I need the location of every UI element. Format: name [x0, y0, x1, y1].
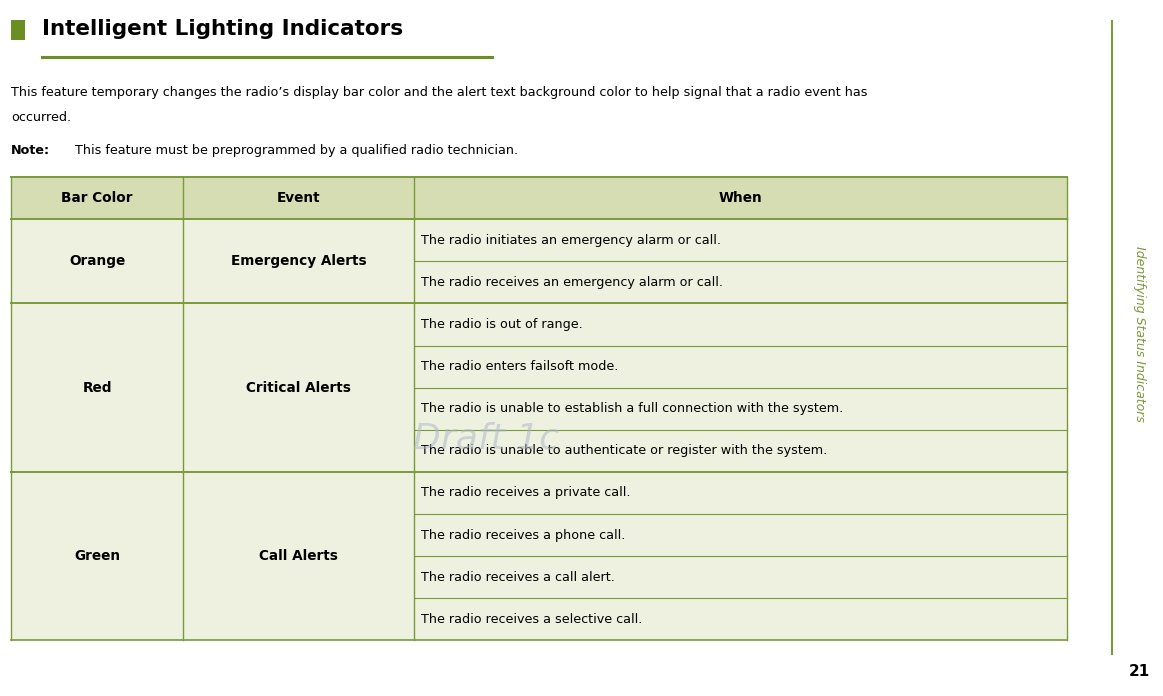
- Text: Critical Alerts: Critical Alerts: [245, 381, 351, 395]
- Text: occurred.: occurred.: [12, 111, 71, 125]
- Text: Event: Event: [277, 191, 320, 205]
- Bar: [12, 20, 26, 40]
- Bar: [12, 303, 1068, 472]
- Text: The radio initiates an emergency alarm or call.: The radio initiates an emergency alarm o…: [421, 234, 721, 247]
- Text: The radio is unable to authenticate or register with the system.: The radio is unable to authenticate or r…: [421, 444, 828, 457]
- Text: Draft 1c: Draft 1c: [413, 422, 559, 455]
- Text: Note:: Note:: [12, 144, 50, 157]
- Text: The radio receives a selective call.: The radio receives a selective call.: [421, 612, 643, 626]
- Text: When: When: [719, 191, 763, 205]
- Text: The radio receives a private call.: The radio receives a private call.: [421, 487, 630, 500]
- Text: The radio is unable to establish a full connection with the system.: The radio is unable to establish a full …: [421, 402, 843, 416]
- Text: Identifying Status Indicators: Identifying Status Indicators: [1133, 246, 1147, 422]
- Bar: [12, 177, 1068, 219]
- Bar: [12, 472, 1068, 640]
- Text: The radio receives a call alert.: The radio receives a call alert.: [421, 571, 615, 584]
- Text: Orange: Orange: [69, 254, 126, 269]
- Text: The radio receives a phone call.: The radio receives a phone call.: [421, 528, 626, 541]
- Text: The radio receives an emergency alarm or call.: The radio receives an emergency alarm or…: [421, 276, 723, 289]
- Text: This feature must be preprogrammed by a qualified radio technician.: This feature must be preprogrammed by a …: [76, 144, 519, 157]
- Text: The radio enters failsoft mode.: The radio enters failsoft mode.: [421, 360, 619, 373]
- Text: This feature temporary changes the radio’s display bar color and the alert text : This feature temporary changes the radio…: [12, 86, 868, 99]
- Text: Call Alerts: Call Alerts: [259, 549, 337, 563]
- Text: Bar Color: Bar Color: [62, 191, 133, 205]
- Text: Green: Green: [74, 549, 120, 563]
- Text: Intelligent Lighting Indicators: Intelligent Lighting Indicators: [42, 19, 404, 38]
- Text: Emergency Alerts: Emergency Alerts: [230, 254, 366, 269]
- Text: Red: Red: [83, 381, 112, 395]
- Text: 21: 21: [1129, 663, 1150, 679]
- Bar: [12, 219, 1068, 303]
- Text: The radio is out of range.: The radio is out of range.: [421, 318, 583, 331]
